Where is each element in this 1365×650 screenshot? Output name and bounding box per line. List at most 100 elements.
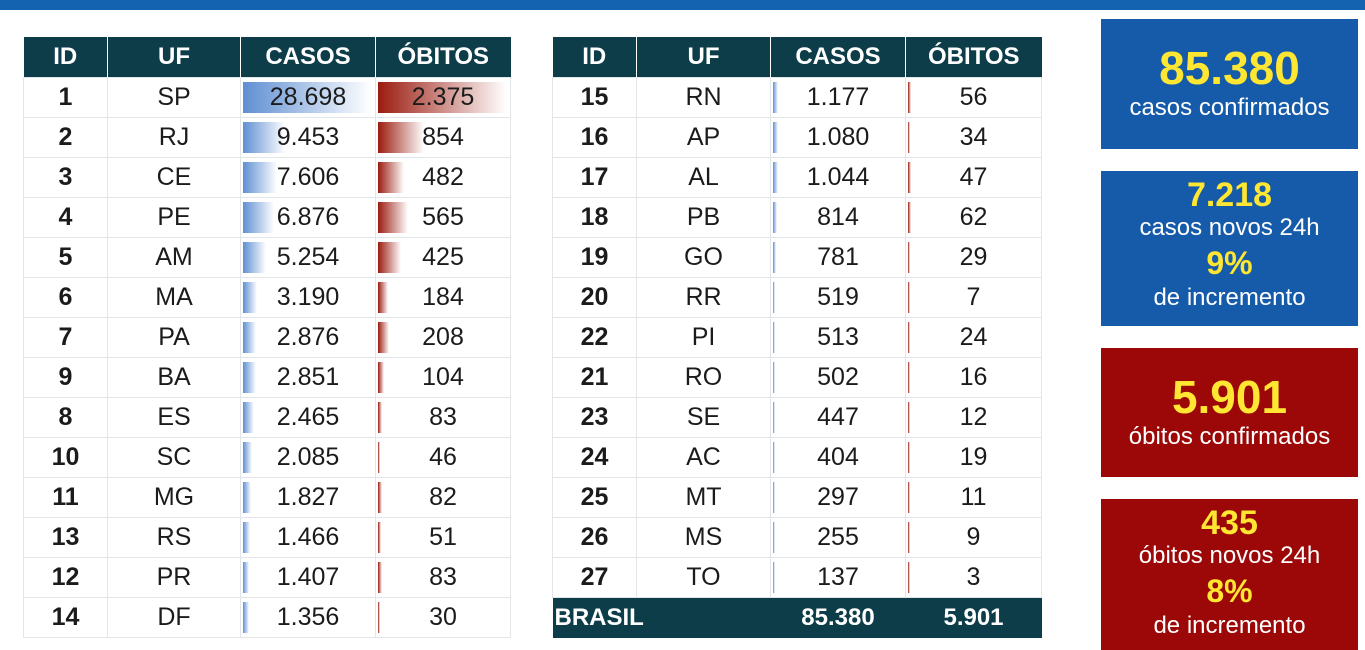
table-row: 14 DF 1.356 30: [23, 597, 511, 638]
cell-uf: PA: [107, 317, 241, 358]
deaths-data-bar: [378, 522, 381, 553]
cases-data-bar: [243, 402, 254, 433]
cell-casos: 137: [770, 557, 906, 598]
cases-data-bar: [243, 442, 253, 473]
cell-casos-value: 2.085: [276, 443, 340, 471]
card-confirmed-cases: 85.380 casos confirmados: [1101, 19, 1358, 149]
cell-obitos-value: 7: [966, 283, 981, 311]
deaths-data-bar: [908, 442, 910, 473]
cell-casos: 2.085: [240, 437, 376, 478]
cell-id: 22: [552, 317, 637, 358]
cell-casos-value: 1.177: [806, 83, 870, 111]
cell-uf: RN: [636, 77, 771, 118]
deaths-data-bar: [378, 162, 404, 193]
deaths-data-bar: [908, 202, 912, 233]
cell-casos-value: 255: [817, 523, 859, 551]
deaths-data-bar: [378, 562, 383, 593]
cell-obitos: 83: [375, 557, 511, 598]
new-deaths-value: 435: [1201, 504, 1258, 542]
cell-id: 7: [23, 317, 108, 358]
total-obitos: 5.901: [905, 597, 1042, 638]
cell-uf: SC: [107, 437, 241, 478]
deaths-data-bar: [908, 122, 910, 153]
cell-obitos: 11: [905, 477, 1042, 518]
cell-casos-value: 6.876: [276, 203, 340, 231]
cell-obitos: 34: [905, 117, 1042, 158]
table-row: 23 SE 447 12: [552, 397, 1042, 438]
table-row: 10 SC 2.085 46: [23, 437, 511, 478]
cell-casos: 814: [770, 197, 906, 238]
cell-id: 19: [552, 237, 637, 278]
cell-obitos: 565: [375, 197, 511, 238]
confirmed-deaths-value: 5.901: [1171, 371, 1288, 423]
table-row: 19 GO 781 29: [552, 237, 1042, 278]
cell-casos-value: 297: [817, 483, 859, 511]
cell-obitos-value: 104: [422, 363, 464, 391]
cell-obitos: 30: [375, 597, 511, 638]
cell-casos-value: 2.876: [276, 323, 340, 351]
new-deaths-percent: 8%: [1206, 573, 1253, 609]
cases-data-bar: [773, 162, 778, 193]
cell-casos-value: 9.453: [276, 123, 340, 151]
table-row: 15 RN 1.177 56: [552, 77, 1042, 118]
cases-data-bar: [243, 162, 277, 193]
deaths-data-bar: [378, 482, 383, 513]
table-row: 16 AP 1.080 34: [552, 117, 1042, 158]
table-row: 26 MS 255 9: [552, 517, 1042, 558]
cell-obitos-value: 83: [429, 563, 457, 591]
cell-uf: TO: [636, 557, 771, 598]
cases-data-bar: [773, 122, 778, 153]
header-id: ID: [552, 37, 637, 78]
deaths-data-bar: [908, 82, 912, 113]
cell-obitos: 482: [375, 157, 511, 198]
cell-obitos-value: 482: [422, 163, 464, 191]
cell-obitos: 184: [375, 277, 511, 318]
cell-uf: PI: [636, 317, 771, 358]
cell-uf: DF: [107, 597, 241, 638]
cell-obitos: 104: [375, 357, 511, 398]
new-deaths-percent-label: de incremento: [1153, 612, 1306, 639]
deaths-data-bar: [908, 482, 910, 513]
cell-id: 18: [552, 197, 637, 238]
cell-id: 9: [23, 357, 108, 398]
cases-data-bar: [773, 562, 775, 593]
cell-obitos-value: 29: [959, 243, 988, 271]
cell-obitos-value: 24: [959, 323, 988, 351]
cell-casos: 1.044: [770, 157, 906, 198]
header-obitos: ÓBITOS: [905, 37, 1042, 78]
cases-data-bar: [243, 362, 256, 393]
cell-obitos-value: 34: [959, 123, 988, 151]
cell-id: 20: [552, 277, 637, 318]
cell-uf: RR: [636, 277, 771, 318]
cell-obitos-value: 11: [960, 483, 987, 511]
cell-casos-value: 2.465: [276, 403, 340, 431]
card-new-cases: 7.218 casos novos 24h 9% de incremento: [1101, 171, 1358, 326]
cell-casos: 404: [770, 437, 906, 478]
top-bar: [0, 0, 1365, 10]
cell-casos: 1.177: [770, 77, 906, 118]
cell-obitos-value: 83: [429, 403, 457, 431]
deaths-data-bar: [378, 282, 388, 313]
table-header-row: ID UF CASOS ÓBITOS: [23, 37, 511, 78]
states-table-right: ID UF CASOS ÓBITOS 15 RN 1.177 56 16 AP 1.080 3…: [552, 37, 1042, 638]
cell-casos: 781: [770, 237, 906, 278]
cell-obitos-value: 2.375: [411, 83, 475, 111]
cell-obitos: 9: [905, 517, 1042, 558]
cell-uf: AP: [636, 117, 771, 158]
cell-casos: 1.080: [770, 117, 906, 158]
table-row: 3 CE 7.606 482: [23, 157, 511, 198]
cell-uf: MG: [107, 477, 241, 518]
cell-casos-value: 3.190: [276, 283, 340, 311]
cell-casos-value: 1.466: [276, 523, 340, 551]
cell-casos: 6.876: [240, 197, 376, 238]
table-row: 8 ES 2.465 83: [23, 397, 511, 438]
cell-uf: AC: [636, 437, 771, 478]
new-cases-percent-label: de incremento: [1153, 284, 1306, 311]
cell-id: 17: [552, 157, 637, 198]
cases-data-bar: [243, 282, 258, 313]
cases-data-bar: [243, 482, 252, 513]
cases-data-bar: [243, 602, 250, 633]
table-row: 20 RR 519 7: [552, 277, 1042, 318]
cell-obitos-value: 9: [966, 523, 981, 551]
cell-obitos-value: 208: [422, 323, 464, 351]
